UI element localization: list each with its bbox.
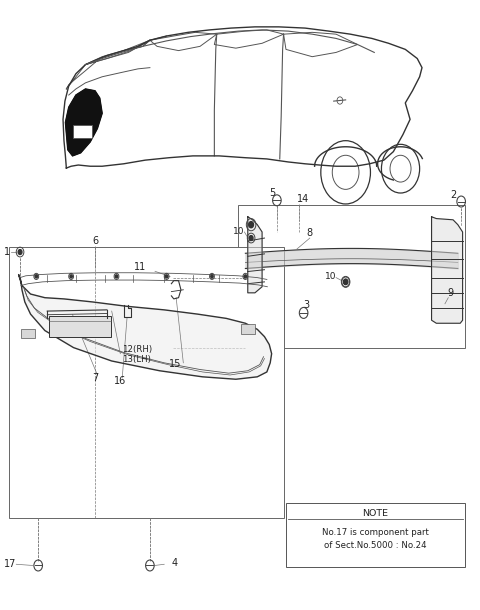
Circle shape xyxy=(70,275,72,278)
Bar xyxy=(48,316,111,337)
Text: 15: 15 xyxy=(168,359,181,369)
Text: 2: 2 xyxy=(450,190,456,201)
Bar xyxy=(21,329,36,339)
Text: 12(RH): 12(RH) xyxy=(122,345,152,354)
Text: 13(LH): 13(LH) xyxy=(122,355,151,364)
Circle shape xyxy=(35,275,37,278)
Text: 9: 9 xyxy=(447,288,454,298)
Text: 14: 14 xyxy=(297,194,309,204)
Text: 10: 10 xyxy=(233,228,244,237)
Circle shape xyxy=(18,249,22,254)
Text: 11: 11 xyxy=(134,262,146,272)
Bar xyxy=(72,126,92,138)
Circle shape xyxy=(166,275,168,278)
Text: 3: 3 xyxy=(303,300,310,310)
Text: 7: 7 xyxy=(92,373,98,383)
Text: 16: 16 xyxy=(114,376,126,386)
Text: of Sect.No.5000 : No.24: of Sect.No.5000 : No.24 xyxy=(324,541,427,550)
Circle shape xyxy=(244,275,247,278)
Circle shape xyxy=(344,279,348,285)
Polygon shape xyxy=(65,89,102,156)
Circle shape xyxy=(211,275,213,278)
Polygon shape xyxy=(19,274,272,379)
Bar xyxy=(9,247,284,518)
Text: 8: 8 xyxy=(307,228,313,238)
Circle shape xyxy=(344,279,348,284)
Text: 4: 4 xyxy=(171,558,178,568)
Circle shape xyxy=(115,275,118,278)
Polygon shape xyxy=(248,217,262,293)
Text: No.17 is component part: No.17 is component part xyxy=(322,528,429,537)
Circle shape xyxy=(249,221,253,228)
Bar xyxy=(286,503,465,567)
Polygon shape xyxy=(432,217,463,323)
Text: 5: 5 xyxy=(269,188,275,198)
Bar xyxy=(238,204,465,348)
Text: NOTE: NOTE xyxy=(362,509,388,518)
Circle shape xyxy=(249,235,253,240)
Text: 6: 6 xyxy=(92,236,98,246)
Text: 1: 1 xyxy=(4,247,11,257)
Text: 10: 10 xyxy=(324,272,336,281)
Bar xyxy=(240,325,255,334)
Text: 17: 17 xyxy=(4,559,16,569)
